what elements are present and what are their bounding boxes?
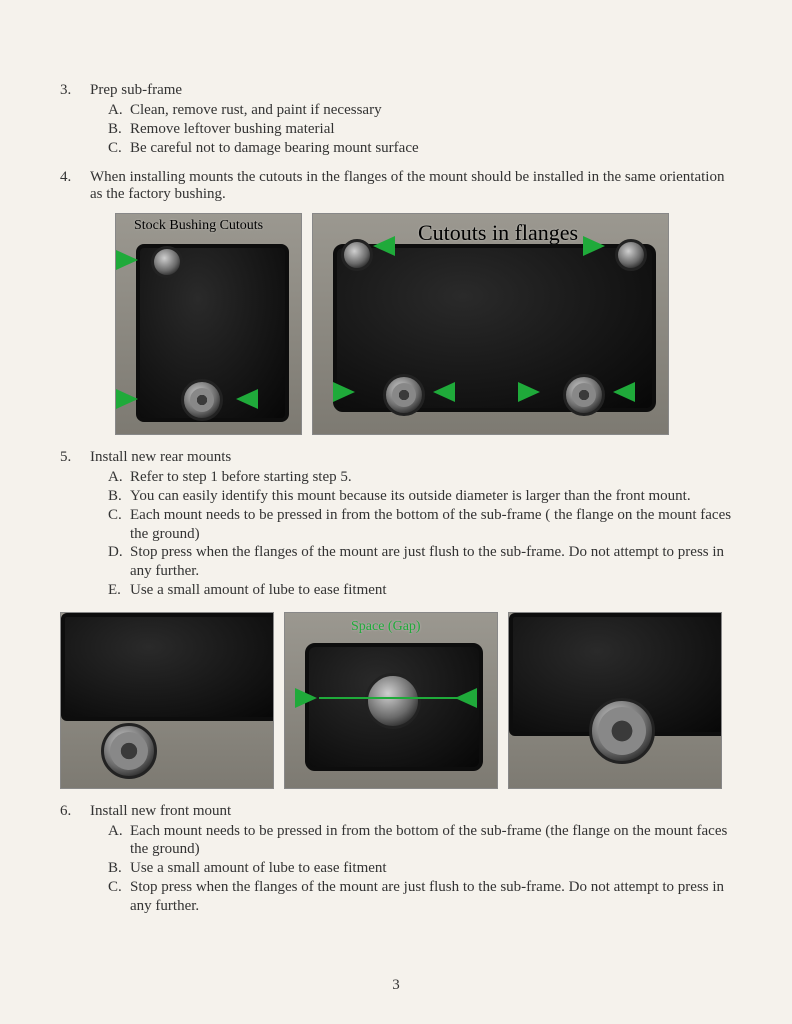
figure-mount-gap: Space (Gap) bbox=[284, 612, 498, 789]
list-item: B.You can easily identify this mount bec… bbox=[108, 487, 732, 506]
step-title: Prep sub-frame bbox=[90, 82, 182, 98]
step-title: Install new front mount bbox=[90, 803, 231, 819]
list-item: A.Refer to step 1 before starting step 5… bbox=[108, 468, 732, 487]
sub-list: A.Each mount needs to be pressed in from… bbox=[108, 822, 732, 916]
step-title: Install new rear mounts bbox=[90, 449, 231, 465]
list-item: B.Use a small amount of lube to ease fit… bbox=[108, 859, 732, 878]
list-item: E.Use a small amount of lube to ease fit… bbox=[108, 581, 732, 600]
figure-label: Cutouts in flanges bbox=[418, 220, 578, 246]
step-number: 4. bbox=[60, 169, 71, 186]
step-number: 3. bbox=[60, 82, 71, 99]
step-6: 6. Install new front mount A.Each mount … bbox=[60, 803, 732, 916]
list-item: B.Remove leftover bushing material bbox=[108, 120, 732, 139]
list-item: A.Each mount needs to be pressed in from… bbox=[108, 822, 732, 860]
sub-list: A.Clean, remove rust, and paint if neces… bbox=[108, 101, 732, 157]
step-5: 5. Install new rear mounts A.Refer to st… bbox=[60, 449, 732, 788]
list-item: C.Stop press when the flanges of the mou… bbox=[108, 878, 732, 916]
instruction-list: 3. Prep sub-frame A.Clean, remove rust, … bbox=[60, 82, 732, 915]
figure-stock-bushing: Stock Bushing Cutouts bbox=[115, 213, 302, 435]
figure-label: Stock Bushing Cutouts bbox=[134, 218, 263, 234]
step-3: 3. Prep sub-frame A.Clean, remove rust, … bbox=[60, 82, 732, 157]
list-item: A.Clean, remove rust, and paint if neces… bbox=[108, 101, 732, 120]
figure-cutouts-flanges: Cutouts in flanges bbox=[312, 213, 669, 435]
figure-mount-left bbox=[60, 612, 274, 789]
step-4: 4. When installing mounts the cutouts in… bbox=[60, 169, 732, 435]
figure-mount-right bbox=[508, 612, 722, 789]
list-item: D.Stop press when the flanges of the mou… bbox=[108, 543, 732, 581]
figure-row-2: Space (Gap) bbox=[60, 612, 732, 789]
page-number: 3 bbox=[0, 977, 792, 994]
step-number: 6. bbox=[60, 803, 71, 820]
step-title: When installing mounts the cutouts in th… bbox=[90, 169, 724, 202]
list-item: C.Be careful not to damage bearing mount… bbox=[108, 139, 732, 158]
list-item: C.Each mount needs to be pressed in from… bbox=[108, 506, 732, 544]
document-page: 3. Prep sub-frame A.Clean, remove rust, … bbox=[0, 0, 792, 1024]
gap-label: Space (Gap) bbox=[351, 619, 421, 635]
figure-row-1: Stock Bushing Cutouts Cutouts in flanges bbox=[115, 213, 732, 435]
step-number: 5. bbox=[60, 449, 71, 466]
sub-list: A.Refer to step 1 before starting step 5… bbox=[108, 468, 732, 599]
